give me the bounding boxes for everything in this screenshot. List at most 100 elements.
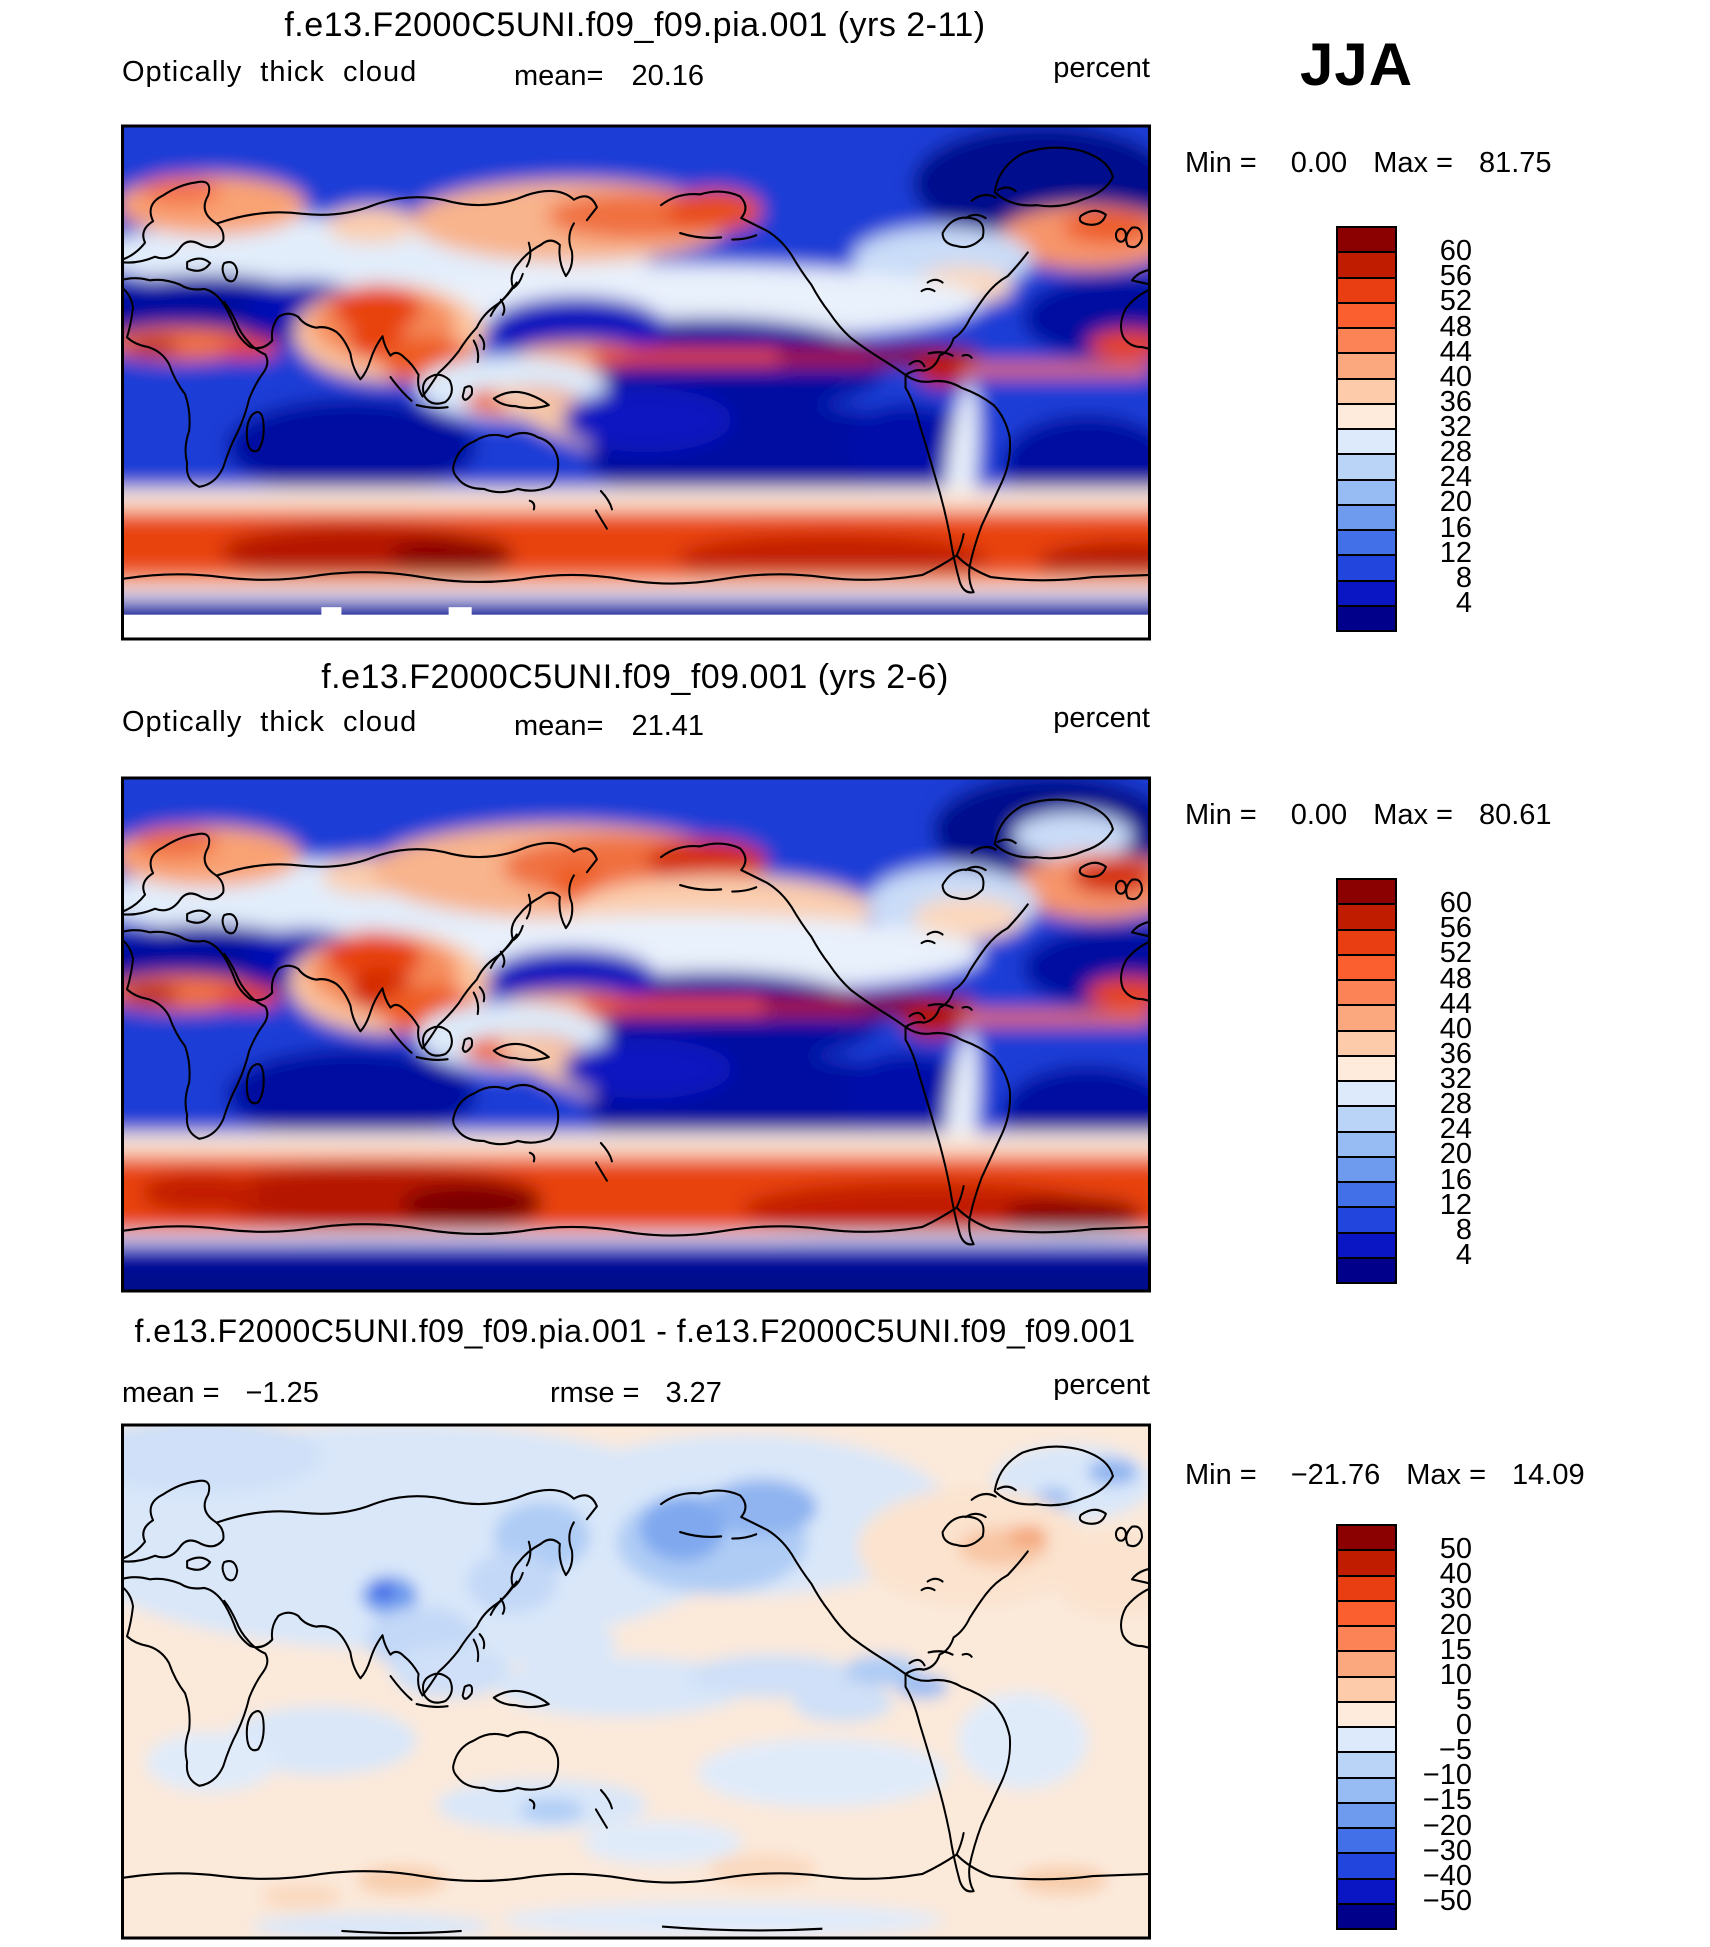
mean-value: −1.25	[245, 1377, 319, 1409]
panel3-rmse: rmse = 3.27	[550, 1377, 722, 1410]
map-frame	[121, 1423, 1151, 1940]
max-value: 80.61	[1478, 799, 1552, 831]
rmse-label: rmse =	[550, 1377, 640, 1409]
colorbar-cell	[1338, 1080, 1395, 1106]
panel3-minmax: Min = −21.76 Max = 14.09	[1185, 1459, 1655, 1492]
colorbar-tick-label: 40	[1439, 1558, 1472, 1591]
colorbar-tick-label: 36	[1439, 1037, 1472, 1070]
colorbar-tick-label: 5	[1455, 1683, 1472, 1716]
colorbar-cell	[1338, 880, 1395, 904]
colorbar-cell	[1338, 478, 1395, 504]
colorbar-tick-label: 60	[1439, 887, 1472, 920]
min-value: −21.76	[1290, 1459, 1381, 1491]
colorbar-cell	[1338, 1231, 1395, 1257]
colorbar-cell	[1338, 228, 1395, 252]
colorbar-tick-label: 28	[1439, 436, 1472, 469]
colorbar-cell	[1338, 1827, 1395, 1853]
rmse-value: 3.27	[665, 1377, 722, 1409]
colorbar-tick-label: −40	[1422, 1859, 1472, 1892]
colorbar-tick-label: 44	[1439, 335, 1472, 368]
min-value: 0.00	[1290, 799, 1348, 831]
colorbar-difference-labels: 50 40 30 20 15 10 5 0 −5 −10 −15 −20 −30 −40 −50	[1412, 1524, 1472, 1926]
colorbar-tick-label: 44	[1439, 987, 1472, 1020]
colorbar-cell	[1338, 428, 1395, 454]
max-label: Max =	[1373, 799, 1453, 831]
map-frame	[121, 124, 1151, 641]
colorbar-cell	[1338, 1650, 1395, 1676]
colorbar-cell	[1338, 1852, 1395, 1878]
colorbar-cell	[1338, 979, 1395, 1005]
colorbar-case1-labels: 60 56 52 48 44 40 36 32 28 24 20 16 12 8 4	[1412, 226, 1472, 628]
colorbar-cell	[1338, 1105, 1395, 1131]
colorbar-cell	[1338, 301, 1395, 327]
colorbar-tick-label: 24	[1439, 1113, 1472, 1146]
panel2-title: f.e13.F2000C5UNI.f09_f09.001 (yrs 2-6)	[321, 658, 949, 696]
colorbar-cell	[1338, 579, 1395, 605]
colorbar-cell	[1338, 251, 1395, 277]
colorbar-tick-label: −5	[1438, 1734, 1472, 1767]
max-label: Max =	[1406, 1459, 1487, 1491]
colorbar-tick-label: 56	[1439, 912, 1472, 945]
min-value: 0.00	[1290, 147, 1348, 179]
panel3-mean: mean = −1.25	[122, 1377, 319, 1410]
colorbar-tick-label: 40	[1439, 360, 1472, 393]
colorbar-tick-label: 48	[1439, 962, 1472, 995]
colorbar-tick-label: 20	[1439, 1608, 1472, 1641]
colorbar-tick-label: 4	[1455, 1238, 1472, 1271]
panel1-units-label: percent	[1053, 52, 1150, 84]
colorbar-cell	[1338, 1776, 1395, 1802]
min-label: Min =	[1185, 1459, 1257, 1491]
antarctica-mask	[124, 607, 1148, 639]
map-difference	[121, 1423, 1151, 1940]
colorbar-cell	[1338, 1155, 1395, 1181]
colorbar-cell	[1338, 453, 1395, 479]
colorbar-cell	[1338, 1902, 1395, 1928]
panel2-variable-label: Optically thick cloud	[122, 706, 418, 738]
colorbar-cell	[1338, 327, 1395, 353]
colorbar-tick-label: 16	[1439, 511, 1472, 544]
ice-shelf-line	[341, 1925, 823, 1935]
colorbar-case1	[1336, 226, 1397, 632]
colorbar-difference	[1336, 1524, 1397, 1930]
max-label: Max =	[1373, 147, 1453, 179]
panel2-subtitle-row: Optically thick cloud mean= 21.41 percent	[122, 702, 1150, 746]
colorbar-cell	[1338, 604, 1395, 630]
colorbar-tick-label: 30	[1439, 1583, 1472, 1616]
panel2-mean: mean= 21.41	[514, 710, 704, 743]
max-value: 81.75	[1478, 147, 1552, 179]
colorbar-tick-label: −10	[1422, 1759, 1472, 1792]
colorbar-tick-label: 15	[1439, 1633, 1472, 1666]
colorbar-cell	[1338, 1181, 1395, 1207]
min-label: Min =	[1185, 147, 1257, 179]
colorbar-tick-label: 56	[1439, 260, 1472, 293]
colorbar-cell	[1338, 529, 1395, 555]
colorbar-tick-label: −15	[1422, 1784, 1472, 1817]
colorbar-tick-label: 0	[1455, 1709, 1472, 1741]
colorbar-cell	[1338, 928, 1395, 954]
colorbar-cell	[1338, 1029, 1395, 1055]
colorbar-cell	[1338, 1599, 1395, 1625]
colorbar-tick-label: −30	[1422, 1834, 1472, 1867]
colorbar-cell	[1338, 1574, 1395, 1600]
mean-label: mean=	[514, 60, 604, 92]
colorbar-cell	[1338, 953, 1395, 979]
colorbar-cell	[1338, 1625, 1395, 1651]
panel1-minmax: Min = 0.00 Max = 81.75	[1185, 147, 1655, 180]
colorbar-tick-label: 8	[1455, 1213, 1472, 1246]
colorbar-tick-label: 32	[1439, 1063, 1472, 1095]
colorbar-tick-label: 52	[1439, 285, 1472, 318]
colorbar-tick-label: 16	[1439, 1163, 1472, 1196]
colorbar-tick-label: −20	[1422, 1809, 1472, 1842]
mean-value: 21.41	[631, 710, 705, 742]
colorbar-cell	[1338, 1054, 1395, 1080]
colorbar-tick-label: 12	[1439, 1188, 1472, 1221]
colorbar-tick-label: 8	[1455, 561, 1472, 594]
colorbar-cell	[1338, 554, 1395, 580]
colorbar-tick-label: 48	[1439, 310, 1472, 343]
colorbar-tick-label: 20	[1439, 486, 1472, 519]
colorbar-tick-label: 12	[1439, 536, 1472, 569]
colorbar-tick-label: 60	[1439, 235, 1472, 268]
colorbar-case2-labels: 60 56 52 48 44 40 36 32 28 24 20 16 12 8 4	[1412, 878, 1472, 1280]
colorbar-tick-label: 10	[1439, 1658, 1472, 1691]
panel2-minmax: Min = 0.00 Max = 80.61	[1185, 799, 1655, 832]
